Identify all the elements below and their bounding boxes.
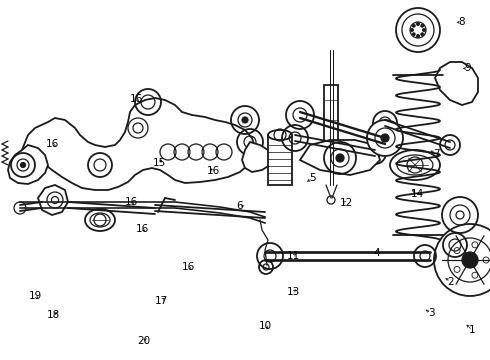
Text: 6: 6 (236, 201, 243, 211)
Circle shape (462, 252, 478, 268)
Text: 1: 1 (469, 325, 476, 336)
Circle shape (472, 242, 478, 248)
Text: 8: 8 (458, 17, 465, 27)
Circle shape (21, 162, 25, 167)
Ellipse shape (390, 150, 440, 180)
Text: 7: 7 (433, 149, 440, 159)
Text: 10: 10 (259, 321, 272, 331)
Text: 18: 18 (47, 310, 61, 320)
Text: 9: 9 (465, 63, 471, 73)
Circle shape (416, 35, 419, 37)
Circle shape (411, 28, 414, 32)
Circle shape (416, 23, 419, 26)
Circle shape (242, 117, 248, 123)
Polygon shape (435, 62, 478, 105)
Circle shape (454, 266, 460, 273)
Text: 16: 16 (129, 94, 143, 104)
Text: 16: 16 (135, 224, 149, 234)
Text: 12: 12 (339, 198, 353, 208)
Text: 16: 16 (46, 139, 60, 149)
Circle shape (454, 248, 460, 253)
Bar (268, 135, 292, 185)
Polygon shape (22, 98, 255, 190)
Text: 16: 16 (124, 197, 138, 207)
Circle shape (422, 28, 425, 32)
Circle shape (472, 272, 478, 278)
Text: 3: 3 (428, 308, 435, 318)
Text: 11: 11 (286, 251, 300, 261)
Text: 16: 16 (182, 262, 196, 272)
Polygon shape (8, 145, 48, 184)
Bar (324, 85, 338, 170)
Polygon shape (242, 142, 272, 172)
Circle shape (421, 24, 424, 27)
Text: 15: 15 (152, 158, 166, 168)
Circle shape (412, 33, 415, 36)
Circle shape (367, 120, 403, 156)
Ellipse shape (85, 209, 115, 231)
Circle shape (483, 257, 489, 263)
Circle shape (336, 154, 344, 162)
Circle shape (421, 33, 424, 36)
Text: 14: 14 (411, 189, 424, 199)
Circle shape (381, 134, 389, 142)
Text: 4: 4 (373, 248, 380, 258)
Text: 17: 17 (155, 296, 169, 306)
Text: 2: 2 (447, 276, 454, 287)
Text: 19: 19 (28, 291, 42, 301)
Ellipse shape (268, 130, 292, 140)
Text: 13: 13 (286, 287, 300, 297)
Text: 5: 5 (309, 173, 316, 183)
Text: 20: 20 (137, 336, 150, 346)
Polygon shape (300, 140, 380, 175)
Circle shape (412, 24, 415, 27)
Text: 16: 16 (207, 166, 220, 176)
Polygon shape (38, 185, 68, 215)
